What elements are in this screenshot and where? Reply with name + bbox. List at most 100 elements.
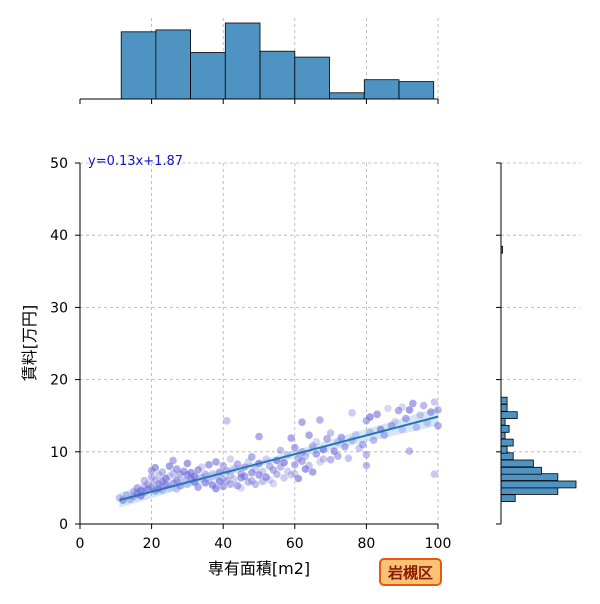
scatter-point xyxy=(194,466,202,474)
scatter-point xyxy=(280,458,288,467)
x-tick-labels: 0 20 40 60 80 100 xyxy=(76,524,452,552)
y-tick-label: 30 xyxy=(50,300,68,316)
ward-badge: 岩槻区 xyxy=(379,558,442,586)
right-histogram-bar xyxy=(500,445,508,454)
scatter-point xyxy=(240,472,249,481)
scatter-point xyxy=(384,404,392,413)
scatter-point xyxy=(423,419,432,427)
x-axis-label: 専有面積[m2] xyxy=(208,559,310,578)
regression-equation: y=0.13x+1.87 xyxy=(88,154,183,169)
scatter-point xyxy=(344,454,353,463)
scatter-point xyxy=(194,483,202,492)
scatter-point xyxy=(359,440,367,449)
scatter-point xyxy=(237,484,245,492)
scatter-point xyxy=(258,467,267,476)
scatter-point xyxy=(219,474,227,483)
scatter-point xyxy=(265,476,274,484)
top-histogram-bar xyxy=(398,81,435,100)
scatter-point xyxy=(308,468,317,476)
scatter-point xyxy=(276,446,285,455)
scatter-point xyxy=(158,468,167,476)
scatter-point xyxy=(223,476,231,485)
scatter-point xyxy=(337,433,346,442)
scatter-point xyxy=(197,463,206,471)
scatter-point xyxy=(294,474,303,483)
scatter-point xyxy=(251,480,260,489)
scatter-point xyxy=(269,466,278,474)
right-histogram-bar xyxy=(500,431,506,440)
scatter-point xyxy=(366,413,374,421)
x-tick-label: 80 xyxy=(357,536,375,552)
scatter-point xyxy=(255,432,263,441)
x-tick-label: 0 xyxy=(76,536,85,552)
scatter-point xyxy=(151,463,159,472)
scatter-point xyxy=(291,461,299,469)
main-axes xyxy=(79,163,438,525)
scatter-point xyxy=(251,465,260,473)
scatter-point xyxy=(312,437,321,446)
scatter-point xyxy=(280,474,288,482)
scatter-point xyxy=(201,470,210,479)
scatter-point xyxy=(165,472,174,481)
scatter-point xyxy=(255,471,263,479)
right-histogram-bar xyxy=(500,466,542,475)
scatter-point xyxy=(298,418,306,427)
scatter-point xyxy=(233,481,242,490)
x-tick-label: 100 xyxy=(425,536,452,552)
right-histogram-bar xyxy=(500,494,516,503)
x-tick-label: 40 xyxy=(214,536,232,552)
scatter-point xyxy=(205,461,213,469)
scatter-point xyxy=(223,417,231,425)
scatter-point xyxy=(248,468,256,477)
scatter-point xyxy=(265,462,274,471)
scatter-point xyxy=(269,479,278,488)
y-tick-label: 0 xyxy=(59,517,68,533)
scatter-point xyxy=(162,474,170,483)
x-tick-label: 20 xyxy=(143,536,161,552)
scatter-point xyxy=(219,461,227,470)
scatter-point xyxy=(230,475,238,484)
scatter-point xyxy=(319,455,328,463)
scatter-point xyxy=(165,462,174,471)
scatter-point xyxy=(341,442,349,451)
scatter-point xyxy=(172,476,181,484)
right-histogram-bar xyxy=(500,424,510,433)
scatter-point xyxy=(244,478,253,486)
scatter-point xyxy=(351,430,360,439)
scatter-point xyxy=(248,453,256,461)
scatter-point xyxy=(348,409,356,417)
scatter-point xyxy=(326,455,335,464)
scatter-point xyxy=(190,472,199,481)
scatter-point xyxy=(362,461,371,470)
scatter-point xyxy=(323,435,331,443)
y-tick-label: 20 xyxy=(50,373,68,389)
right-histogram-bars xyxy=(500,245,577,503)
scatter-point xyxy=(427,408,435,416)
top-histogram-bar xyxy=(190,52,226,100)
scatter-point xyxy=(434,422,442,430)
right-histogram-bar xyxy=(500,417,506,426)
y-tick-labels: 0 10 20 30 40 50 xyxy=(50,156,80,533)
y-tick-label: 50 xyxy=(50,156,68,172)
top-histogram-bars xyxy=(120,22,435,100)
scatter-point xyxy=(419,401,428,410)
scatter-point xyxy=(147,473,156,481)
scatter-point xyxy=(412,423,421,432)
scatter-point xyxy=(201,479,210,487)
regression-line-group xyxy=(119,415,439,502)
scatter-point xyxy=(355,444,364,453)
scatter-point xyxy=(305,431,313,440)
scatter-point xyxy=(398,403,407,411)
scatter-point xyxy=(226,455,235,463)
scatter-point xyxy=(301,465,310,473)
scatter-point xyxy=(291,443,299,452)
right-histogram-bar xyxy=(500,396,508,405)
scatter-point xyxy=(405,447,414,455)
top-histogram-bar xyxy=(224,22,261,100)
scatter-point xyxy=(316,458,324,466)
scatter-point xyxy=(409,399,417,408)
scatter-point xyxy=(273,470,281,479)
scatter-point xyxy=(212,458,220,466)
